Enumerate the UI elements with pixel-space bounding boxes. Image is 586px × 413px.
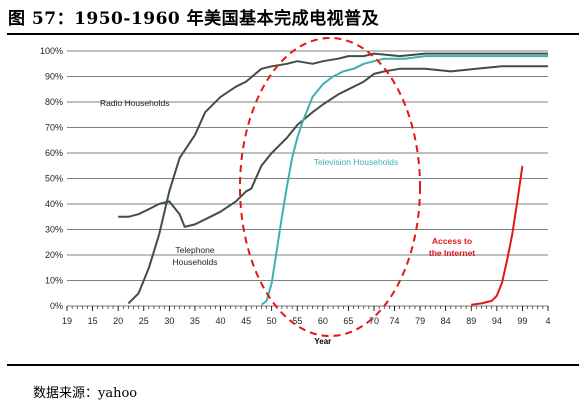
x-tick-label: 4 (545, 316, 550, 326)
annotation-internet: Access to (432, 236, 472, 246)
x-tick-label: 40 (216, 316, 226, 326)
annotation-radio: Radio Households (100, 98, 169, 108)
source-note: 数据来源：yahoo (33, 386, 138, 401)
highlight-ellipse (239, 37, 421, 337)
y-tick-label: 0% (50, 301, 63, 311)
x-tick-label: 89 (466, 316, 476, 326)
x-tick-label: 74 (389, 316, 399, 326)
chart: 0% 10% 20% 30% 40% 50% 60% 70% 80% 90% 100% 19 15 20 2… (40, 37, 551, 346)
y-tick-label: 40% (45, 199, 63, 209)
x-tick-label: 45 (241, 316, 251, 326)
figure-title: 图 57：1950-1960 年美国基本完成电视普及 (8, 9, 380, 29)
annotation-telephone: Telephone (175, 245, 215, 255)
x-tick-label: 15 (88, 316, 98, 326)
x-tick-label: 35 (190, 316, 200, 326)
x-tick-label: 70 (369, 316, 379, 326)
x-tick-label: 99 (517, 316, 527, 326)
annotation-internet: the Internet (429, 248, 475, 258)
y-tick-label: 10% (45, 276, 63, 286)
x-axis-label: Year (314, 337, 331, 346)
television-line (260, 55, 548, 306)
y-tick-label: 80% (45, 97, 63, 107)
y-tick-label: 90% (45, 72, 63, 82)
x-tick-label: 20 (113, 316, 123, 326)
x-tick-label: 25 (139, 316, 149, 326)
x-tick-label: 19 (62, 316, 72, 326)
x-tick-label: 84 (441, 316, 451, 326)
y-tick-label: 20% (45, 250, 63, 260)
title-rule (7, 33, 579, 35)
annotation-television: Television Households (314, 157, 399, 167)
y-tick-label: 50% (45, 174, 63, 184)
source-rule (7, 364, 579, 366)
internet-line (471, 165, 524, 306)
y-tick-label: 100% (40, 46, 63, 56)
x-tick-label: 65 (343, 316, 353, 326)
x-tick-label: 30 (164, 316, 174, 326)
radio-line (127, 52, 548, 305)
x-tick-label: 55 (292, 316, 302, 326)
y-tick-label: 60% (45, 148, 63, 158)
x-tick-label: 94 (492, 316, 502, 326)
x-tick-label: 50 (267, 316, 277, 326)
telephone-line (118, 65, 548, 228)
x-tick-label: 60 (318, 316, 328, 326)
y-tick-label: 70% (45, 123, 63, 133)
annotation-telephone: Households (173, 257, 218, 267)
y-tick-label: 30% (45, 225, 63, 235)
x-tick-label: 79 (415, 316, 425, 326)
